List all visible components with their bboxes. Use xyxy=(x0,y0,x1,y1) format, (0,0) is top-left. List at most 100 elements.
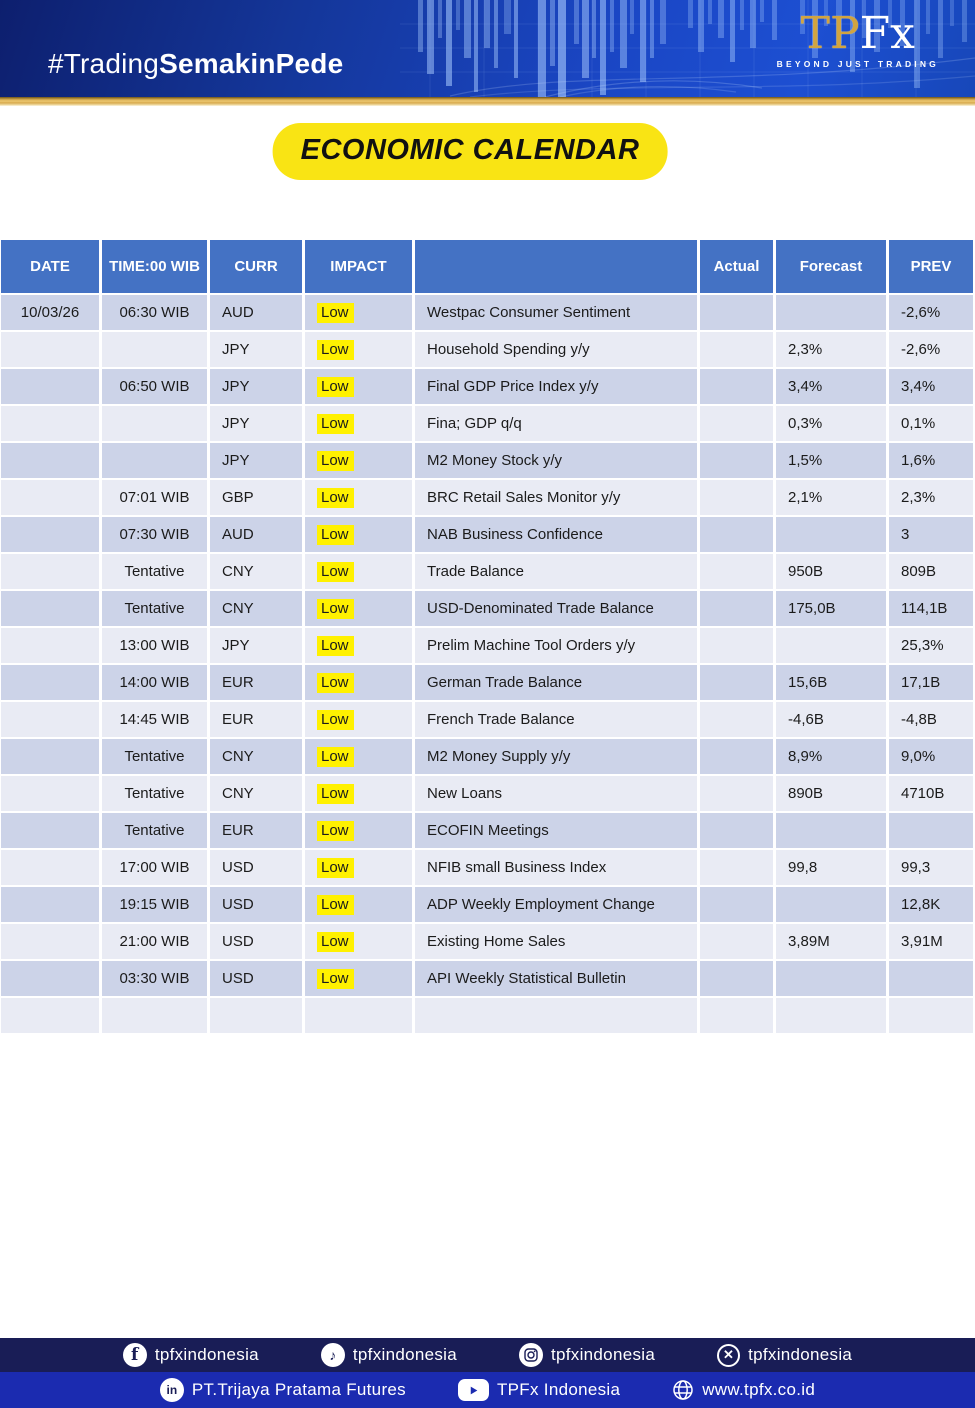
table-cell: 06:30 WIB xyxy=(102,295,207,330)
table-cell xyxy=(889,961,973,996)
table-cell xyxy=(1,591,99,626)
table-cell: ECOFIN Meetings xyxy=(415,813,697,848)
company-label: www.tpfx.co.id xyxy=(702,1380,816,1399)
impact-low-badge: Low xyxy=(317,524,354,545)
impact-low-badge: Low xyxy=(317,709,354,730)
table-cell xyxy=(1,887,99,922)
table-cell: 3,4% xyxy=(889,369,973,404)
table-header-cell: CURR xyxy=(210,240,302,293)
linkedin-icon: in xyxy=(159,1378,184,1402)
company-item-linkedin[interactable]: in PT.Trijaya Pratama Futures xyxy=(159,1378,406,1402)
table-cell xyxy=(1,739,99,774)
table-cell: Low xyxy=(305,850,412,885)
table-cell: Tentative xyxy=(102,591,207,626)
table-cell: M2 Money Stock y/y xyxy=(415,443,697,478)
table-cell: -4,6B xyxy=(776,702,886,737)
impact-low-badge: Low xyxy=(317,931,354,952)
table-cell xyxy=(889,813,973,848)
table-cell: -2,6% xyxy=(889,332,973,367)
table-cell xyxy=(700,517,773,552)
table-cell xyxy=(776,517,886,552)
table-cell xyxy=(1,628,99,663)
impact-low-badge: Low xyxy=(317,302,354,323)
table-cell: CNY xyxy=(210,554,302,589)
hashtag-bold: SemakinPede xyxy=(159,48,344,79)
social-item-facebook[interactable]: f tpfxindonesia xyxy=(122,1343,259,1367)
table-cell: Trade Balance xyxy=(415,554,697,589)
table-cell: 2,3% xyxy=(776,332,886,367)
impact-low-badge: Low xyxy=(317,339,354,360)
table-cell: USD xyxy=(210,850,302,885)
impact-low-badge: Low xyxy=(317,857,354,878)
table-cell xyxy=(700,702,773,737)
x-icon: ✕ xyxy=(717,1343,741,1367)
table-cell: USD xyxy=(210,924,302,959)
table-cell: JPY xyxy=(210,369,302,404)
table-cell: 114,1B xyxy=(889,591,973,626)
globe-icon xyxy=(672,1379,694,1401)
table-cell: 0,3% xyxy=(776,406,886,441)
table-cell xyxy=(1,332,99,367)
table-cell: -2,6% xyxy=(889,295,973,330)
impact-low-badge: Low xyxy=(317,820,354,841)
table-cell xyxy=(1,998,99,1033)
company-item-youtube[interactable]: TPFx Indonesia xyxy=(457,1379,621,1401)
impact-low-badge: Low xyxy=(317,894,354,915)
table-cell: 3,91M xyxy=(889,924,973,959)
impact-low-badge: Low xyxy=(317,376,354,397)
table-cell xyxy=(1,369,99,404)
table-cell: 03:30 WIB xyxy=(102,961,207,996)
table-cell xyxy=(700,369,773,404)
table-cell: 07:01 WIB xyxy=(102,480,207,515)
table-cell xyxy=(889,998,973,1033)
table-cell: 12,8K xyxy=(889,887,973,922)
company-label: TPFx Indonesia xyxy=(496,1380,621,1399)
table-header-cell: PREV xyxy=(889,240,973,293)
table-cell xyxy=(700,961,773,996)
calendar-table: DATE TIME:00 WIB CURR IMPACT Actual Forecast P… xyxy=(1,240,974,1033)
tiktok-icon: ♪ xyxy=(320,1343,345,1367)
impact-low-badge: Low xyxy=(317,746,354,767)
table-cell: CNY xyxy=(210,739,302,774)
table-cell: -4,8B xyxy=(889,702,973,737)
table-cell xyxy=(700,850,773,885)
table-cell xyxy=(102,443,207,478)
table-cell: Low xyxy=(305,295,412,330)
impact-low-badge: Low xyxy=(317,413,354,434)
table-cell: 06:50 WIB xyxy=(102,369,207,404)
table-cell: 19:15 WIB xyxy=(102,887,207,922)
table-cell: Low xyxy=(305,369,412,404)
table-cell: 4710B xyxy=(889,776,973,811)
table-cell: 99,8 xyxy=(776,850,886,885)
table-cell: Low xyxy=(305,480,412,515)
hashtag-light: #Trading xyxy=(48,48,160,79)
gold-divider xyxy=(0,97,975,106)
social-item-x[interactable]: ✕ tpfxindonesia xyxy=(717,1343,852,1367)
table-cell xyxy=(102,406,207,441)
social-item-tiktok[interactable]: ♪ tpfxindonesia xyxy=(320,1343,457,1367)
table-cell xyxy=(1,480,99,515)
social-item-instagram[interactable]: tpfxindonesia xyxy=(519,1343,655,1367)
table-cell: 8,9% xyxy=(776,739,886,774)
company-item-website[interactable]: www.tpfx.co.id xyxy=(672,1379,815,1401)
table-cell: 1,6% xyxy=(889,443,973,478)
table-cell: Existing Home Sales xyxy=(415,924,697,959)
table-cell xyxy=(776,628,886,663)
table-cell xyxy=(1,813,99,848)
table-cell xyxy=(700,332,773,367)
table-cell: CNY xyxy=(210,591,302,626)
table-cell: New Loans xyxy=(415,776,697,811)
table-cell: 14:45 WIB xyxy=(102,702,207,737)
table-header-cell: Forecast xyxy=(776,240,886,293)
table-cell: NAB Business Confidence xyxy=(415,517,697,552)
table-cell: Low xyxy=(305,702,412,737)
table-cell: Low xyxy=(305,665,412,700)
table-cell: Low xyxy=(305,776,412,811)
table-cell xyxy=(1,924,99,959)
table-cell: 25,3% xyxy=(889,628,973,663)
table-header-cell: Actual xyxy=(700,240,773,293)
table-cell: 950B xyxy=(776,554,886,589)
table-cell xyxy=(210,998,302,1033)
table-cell: Low xyxy=(305,924,412,959)
table-cell: JPY xyxy=(210,406,302,441)
